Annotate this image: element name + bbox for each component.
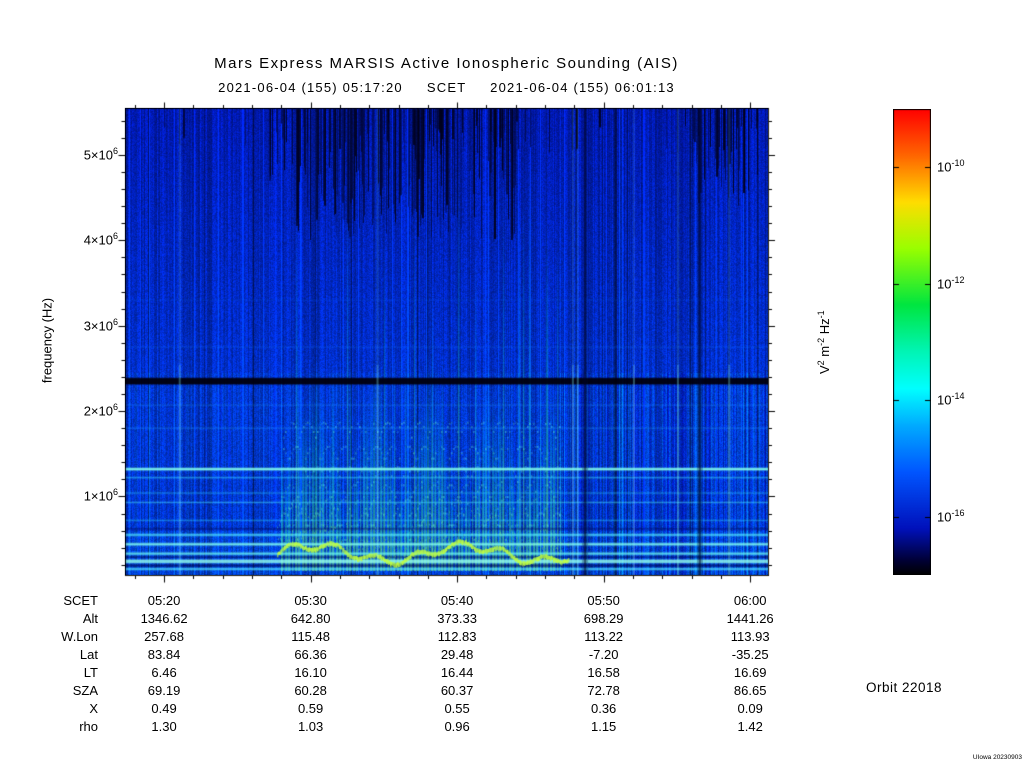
y-tick-label: 2×106 <box>83 402 118 419</box>
y-axis-label: frequency (Hz) <box>39 297 55 384</box>
table-cell: 29.48 <box>440 647 474 662</box>
table-cell: 16.69 <box>733 665 767 680</box>
spectrogram-canvas <box>125 108 768 575</box>
table-cell: 0.36 <box>590 701 617 716</box>
table-row-label: W.Lon <box>61 629 98 644</box>
table-cell: 05:50 <box>587 593 620 608</box>
table-cell: 1346.62 <box>140 611 188 626</box>
colorbar-label: V2 m-2 Hz-1 <box>815 310 833 375</box>
table-row-label: X <box>89 701 98 716</box>
table-row-label: rho <box>79 719 98 734</box>
table-cell: 83.84 <box>147 647 181 662</box>
table-cell: 1.30 <box>151 719 177 734</box>
table-row-label: LT <box>83 665 98 680</box>
table-cell: 0.55 <box>444 701 470 716</box>
y-tick-label: 4×106 <box>83 231 118 248</box>
table-cell: 0.49 <box>151 701 177 716</box>
orbit-label: Orbit 22018 <box>866 680 943 695</box>
table-cell: 698.29 <box>583 611 624 626</box>
table-row-label: SCET <box>63 593 98 608</box>
plot-subtitle: 2021-06-04 (155) 05:17:20 SCET 2021-06-0… <box>218 80 675 95</box>
plot-title: Mars Express MARSIS Active Ionospheric S… <box>214 55 679 72</box>
table-cell: 06:00 <box>733 593 767 608</box>
table-cell: 113.93 <box>730 629 770 644</box>
colorbar-tick-label: 10-12 <box>937 274 965 292</box>
table-cell: 60.28 <box>294 683 327 698</box>
table-cell: 16.44 <box>440 665 474 680</box>
table-cell: 373.33 <box>437 611 477 626</box>
colorbar-tick-label: 10-14 <box>937 391 965 408</box>
table-cell: 113.22 <box>584 629 624 644</box>
table-cell: 60.37 <box>440 683 474 698</box>
table-cell: 1.03 <box>297 719 324 734</box>
table-cell: 05:40 <box>440 593 474 608</box>
table-cell: 16.10 <box>294 665 327 680</box>
version-stamp: UIowa 20230903 <box>972 754 1022 761</box>
table-cell: 16.58 <box>587 665 620 680</box>
table-cell: 112.83 <box>437 629 477 644</box>
table-cell: 6.46 <box>151 665 177 680</box>
table-cell: 115.48 <box>291 629 330 644</box>
table-cell: 642.80 <box>290 611 331 626</box>
table-cell: 69.19 <box>147 683 181 698</box>
table-cell: 1441.26 <box>726 611 774 626</box>
table-cell: 66.36 <box>294 647 327 662</box>
table-cell: 86.65 <box>733 683 767 698</box>
table-row-label: Lat <box>79 647 98 662</box>
colorbar-tick-label: 10-10 <box>937 158 965 175</box>
table-cell: 1.42 <box>737 719 763 734</box>
table-row-label: Alt <box>82 611 98 626</box>
table-row-label: SZA <box>72 683 98 698</box>
y-tick-label: 1×106 <box>83 487 118 504</box>
table-cell: 0.96 <box>444 719 470 734</box>
table-cell: 257.68 <box>144 629 184 644</box>
colorbar-tick-label: 10-16 <box>937 507 965 525</box>
table-cell: -7.20 <box>588 647 619 662</box>
table-cell: 72.78 <box>587 683 620 698</box>
table-cell: 1.15 <box>590 719 617 734</box>
y-tick-label: 3×106 <box>83 316 118 334</box>
table-cell: 05:20 <box>147 593 181 608</box>
table-cell: 0.59 <box>297 701 324 716</box>
table-cell: 05:30 <box>294 593 327 608</box>
table-cell: -35.25 <box>731 647 769 662</box>
colorbar <box>893 109 931 575</box>
y-tick-label: 5×106 <box>83 145 118 163</box>
table-cell: 0.09 <box>737 701 763 716</box>
